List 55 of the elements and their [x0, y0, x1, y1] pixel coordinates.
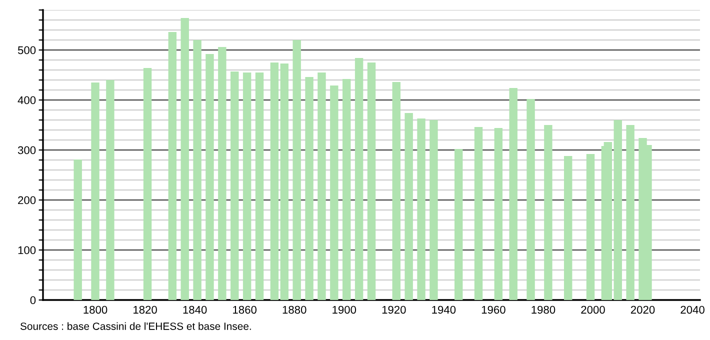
x-tick-label: 1900: [332, 306, 356, 314]
bar: [330, 86, 338, 300]
bar: [91, 82, 100, 300]
bar: [526, 99, 535, 300]
bar: [143, 68, 152, 300]
bar: [168, 32, 177, 300]
bar: [74, 160, 82, 300]
bar: [230, 72, 239, 300]
bar: [367, 62, 376, 300]
bar: [494, 128, 503, 300]
x-tick-label: 1880: [282, 306, 306, 314]
y-tick-label: 200: [18, 196, 36, 204]
x-tick-label: 1920: [382, 306, 406, 314]
bar: [392, 82, 400, 300]
x-tick-label: 1960: [482, 306, 506, 314]
bar: [180, 18, 189, 300]
x-tick-label: 1840: [183, 306, 207, 314]
x-tick-label: 1800: [84, 306, 108, 314]
y-tick-label: 100: [18, 246, 36, 254]
x-tick-label: 1980: [532, 306, 556, 314]
bar: [218, 47, 226, 300]
bar: [305, 77, 314, 300]
bar: [454, 149, 463, 300]
bar: [474, 127, 483, 300]
bar: [318, 72, 326, 300]
x-tick-label: 2000: [581, 306, 605, 314]
bar: [242, 72, 252, 300]
bar: [342, 79, 351, 300]
x-tick-label: 1860: [233, 306, 257, 314]
bar: [193, 40, 202, 300]
y-tick-label: 400: [18, 96, 36, 104]
bar: [564, 156, 572, 300]
x-tick-label: 2040: [680, 306, 704, 314]
y-tick-label: 500: [18, 46, 36, 54]
bar: [270, 62, 279, 300]
bar: [509, 88, 518, 300]
bar: [280, 64, 289, 300]
bar: [206, 54, 214, 300]
x-tick-label: 2020: [630, 306, 655, 314]
bar: [255, 72, 264, 300]
x-tick-label: 1820: [134, 306, 157, 314]
bar: [417, 118, 426, 300]
bar: [292, 40, 301, 300]
y-tick-label: 0: [30, 296, 36, 304]
bar: [586, 154, 595, 300]
source-note: Sources : base Cassini de l'EHESS et base Insee.: [20, 322, 251, 330]
bar: [544, 125, 552, 300]
y-tick-label: 300: [18, 146, 36, 154]
bar: [106, 80, 114, 300]
bar: [430, 120, 438, 300]
bar: [614, 120, 622, 300]
bar: [354, 58, 364, 300]
x-tick-label: 1940: [432, 306, 456, 314]
bar: [404, 113, 413, 300]
bar: [626, 125, 634, 300]
